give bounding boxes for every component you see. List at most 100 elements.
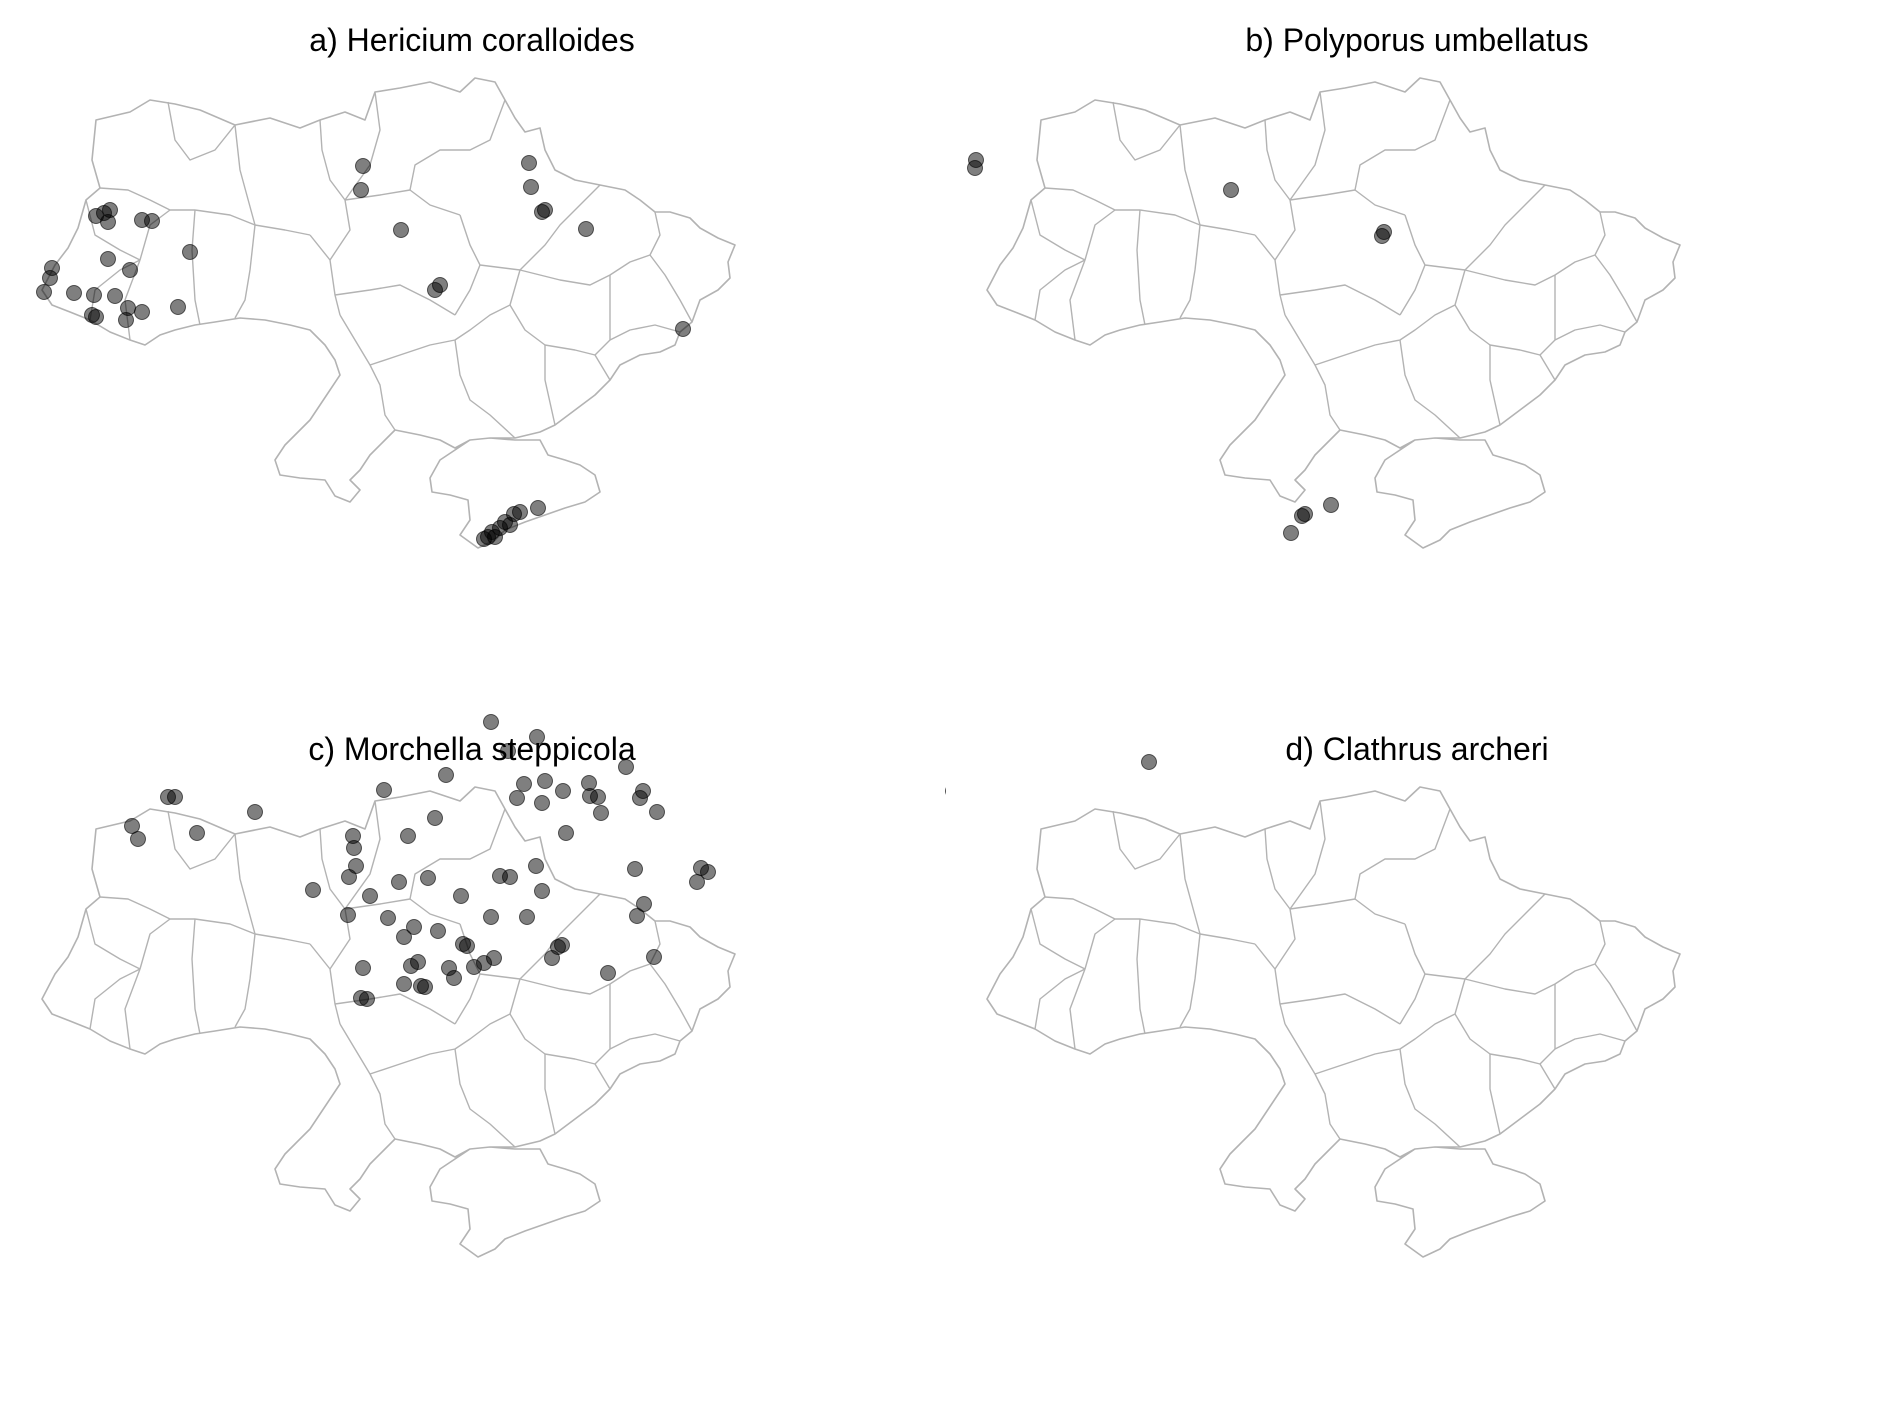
occurrence-point-c	[502, 869, 518, 885]
oblast-boundary	[1136, 209, 1146, 326]
oblast-boundary	[319, 119, 351, 261]
panel-a: a) Hericium coralloides	[0, 0, 944, 708]
oblast-boundary	[1454, 984, 1556, 1065]
oblast-boundary	[1289, 189, 1406, 216]
occurrence-point-b	[1283, 525, 1299, 541]
oblast-boundary	[1464, 184, 1546, 271]
occurrence-point-c	[400, 828, 416, 844]
oblast-boundary	[1454, 275, 1556, 356]
oblast-boundary	[1044, 187, 1140, 211]
occurrence-point-a	[432, 277, 448, 293]
oblast-boundary	[1044, 896, 1140, 920]
occurrence-point-c	[519, 909, 535, 925]
oblast-boundary	[459, 214, 521, 271]
occurrence-point-a	[521, 155, 537, 171]
oblast-boundary	[519, 893, 601, 980]
oblast-boundary	[1289, 898, 1406, 925]
oblast-boundary	[309, 234, 341, 316]
occurrence-point-c	[420, 870, 436, 886]
oblast-boundary	[1354, 808, 1451, 900]
occurrence-point-c	[593, 805, 609, 821]
occurrence-point-a	[36, 284, 52, 300]
occurrence-point-b	[1294, 508, 1310, 524]
occurrence-point-c	[534, 883, 550, 899]
oblast-boundary	[1112, 101, 1181, 161]
oblast-boundary	[1289, 800, 1326, 910]
oblast-boundary	[454, 339, 516, 439]
oblast-boundary	[509, 984, 611, 1065]
oblast-boundary	[544, 1054, 556, 1135]
occurrence-point-a	[393, 222, 409, 238]
oblast-boundary	[1464, 211, 1606, 286]
oblast-boundary	[1404, 923, 1466, 980]
oblast-boundary	[191, 918, 201, 1035]
occurrence-point-a	[100, 214, 116, 230]
map-b	[967, 77, 1681, 549]
map-a	[36, 77, 736, 549]
occurrence-point-c	[438, 767, 454, 783]
occurrence-point-a	[100, 251, 116, 267]
oblast-boundary	[319, 828, 351, 970]
occurrence-point-c	[391, 874, 407, 890]
occurrence-point-c	[341, 869, 357, 885]
oblast-boundary	[1264, 828, 1296, 970]
oblast-boundary	[649, 963, 693, 1032]
country-outline	[986, 786, 1681, 1258]
occurrence-point-a	[487, 529, 503, 545]
panel-title-b: b) Polyporus umbellatus	[1245, 22, 1589, 58]
oblast-boundary	[1489, 345, 1501, 426]
oblast-boundary	[1554, 1033, 1626, 1050]
occurrence-point-c	[600, 965, 616, 981]
country-outline	[41, 786, 736, 1258]
occurrence-point-a	[66, 285, 82, 301]
oblast-boundary	[234, 124, 256, 226]
oblast-boundary	[99, 896, 195, 920]
occurrence-point-c	[700, 864, 716, 880]
occurrence-point-c	[362, 888, 378, 904]
occurrence-point-a	[42, 270, 58, 286]
occurrence-point-c	[627, 861, 643, 877]
occurrence-point-c	[649, 804, 665, 820]
occurrence-point-c	[555, 783, 571, 799]
occurrence-point-d	[945, 787, 946, 795]
occurrence-point-c	[636, 896, 652, 912]
occurrence-point-a	[170, 299, 186, 315]
oblast-boundary	[1554, 324, 1626, 341]
occurrence-point-c	[689, 874, 705, 890]
occurrence-point-c	[396, 929, 412, 945]
oblast-boundary	[89, 968, 141, 1030]
occurrence-point-c	[534, 795, 550, 811]
occurrence-point-c	[453, 888, 469, 904]
oblast-boundary	[1354, 99, 1451, 191]
oblast-boundary	[1030, 908, 1086, 970]
oblast-boundary	[1112, 810, 1181, 870]
oblast-boundary	[334, 284, 456, 316]
oblast-boundary	[191, 209, 201, 326]
occurrence-point-c	[516, 776, 532, 792]
oblast-boundary	[609, 1033, 681, 1050]
panel-title-c: c) Morchella steppicola	[308, 731, 636, 767]
occurrence-point-b	[1323, 497, 1339, 513]
oblast-boundary	[649, 254, 693, 323]
oblast-boundary	[1179, 124, 1201, 226]
oblast-boundary	[99, 187, 195, 211]
oblast-boundary	[594, 354, 611, 381]
panel-title-d: d) Clathrus archeri	[1285, 731, 1549, 767]
occurrence-point-c	[554, 937, 570, 953]
oblast-boundary	[85, 908, 141, 970]
oblast-boundary	[1179, 933, 1201, 1028]
country-outline	[986, 77, 1681, 549]
oblast-boundary	[1399, 264, 1426, 316]
oblast-boundary	[454, 973, 481, 1025]
oblast-boundary	[1034, 259, 1086, 321]
oblast-boundary	[1136, 918, 1146, 1035]
oblast-boundary	[1179, 833, 1201, 935]
oblast-boundary	[544, 345, 556, 426]
occurrence-point-c	[446, 970, 462, 986]
occurrence-point-c	[582, 788, 598, 804]
occurrence-point-c	[305, 882, 321, 898]
oblast-boundary	[167, 810, 236, 870]
occurrence-point-c	[130, 831, 146, 847]
oblast-boundary	[1464, 893, 1546, 980]
oblast-boundary	[1254, 234, 1286, 316]
